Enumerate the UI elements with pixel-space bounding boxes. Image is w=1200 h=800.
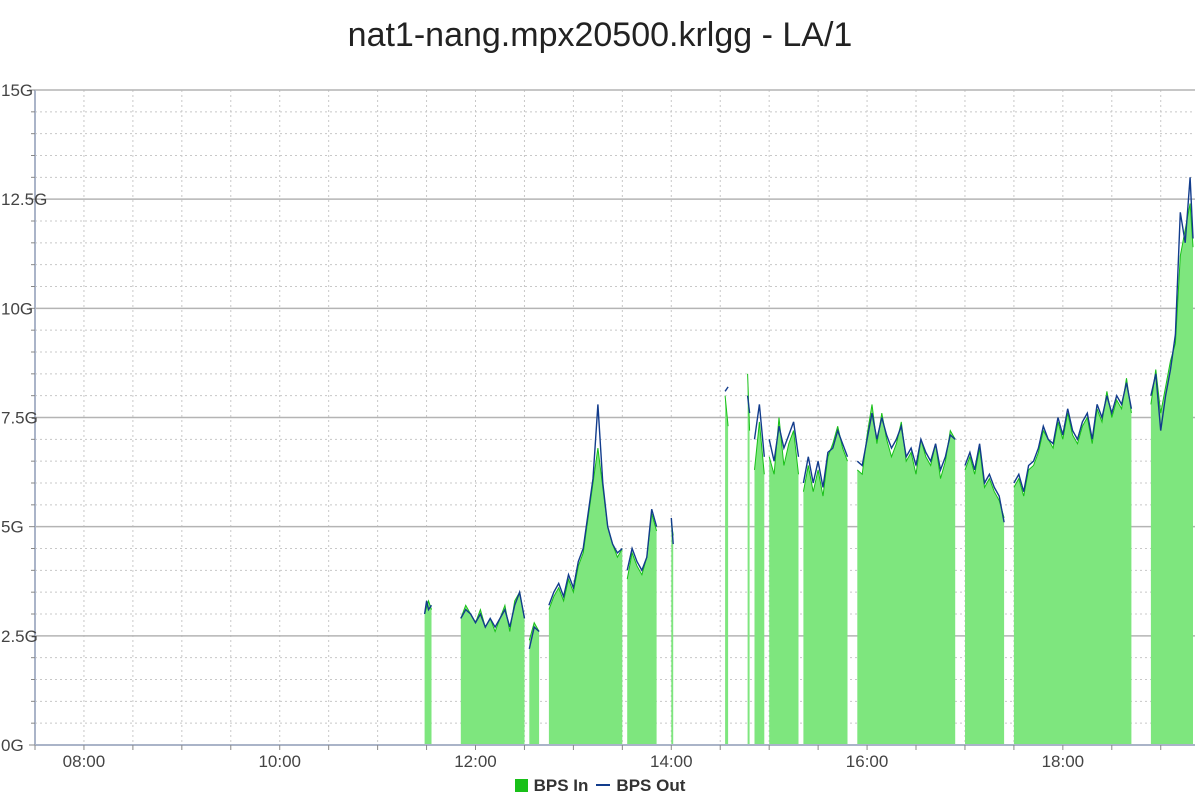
- x-tick-label: 14:00: [650, 752, 693, 771]
- series-bps-in-area: [965, 448, 1005, 745]
- series-bps-out-line: [1150, 177, 1194, 431]
- series-bps-in-area: [671, 522, 674, 745]
- series-bps-out-line: [528, 625, 540, 650]
- chart-legend: BPS In BPS Out: [0, 776, 1200, 796]
- series-bps-in-area: [754, 421, 765, 745]
- series-bps-in-area: [1013, 378, 1132, 745]
- series-bps-out-line: [670, 517, 674, 545]
- series-bps-in-edge: [1013, 378, 1132, 497]
- chart-title: nat1-nang.mpx20500.krlgg - LA/1: [347, 16, 853, 54]
- series-bps-in-area: [747, 373, 750, 745]
- series-bps-out-line: [626, 509, 658, 572]
- y-tick-label: 12.5G: [1, 190, 47, 209]
- y-tick-label: 15G: [1, 81, 33, 100]
- y-tick-label: 5G: [1, 518, 24, 537]
- series-bps-in-edge: [856, 404, 956, 479]
- legend-swatch-bps-out: [596, 784, 611, 786]
- legend-swatch-bps-in: [514, 779, 528, 792]
- x-tick-label: 16:00: [846, 752, 889, 771]
- series-bps-out-line: [964, 443, 1005, 523]
- y-tick-label: 10G: [1, 299, 33, 318]
- series-bps-out-line: [802, 428, 849, 488]
- series-bps-in-edge: [528, 621, 540, 641]
- legend-label-bps-in: BPS In: [533, 776, 589, 795]
- series-bps-out-line: [1013, 382, 1133, 492]
- series-bps-out-line: [856, 412, 956, 473]
- series-bps-in-edge: [768, 417, 799, 475]
- series-bps-in-area: [803, 426, 848, 745]
- x-tick-label: 12:00: [454, 752, 497, 771]
- series-bps-in-area: [548, 448, 623, 745]
- y-tick-label: 2.5G: [1, 627, 38, 646]
- series-bps-in-edge: [964, 448, 1005, 519]
- series-bps-in-area: [857, 404, 956, 745]
- legend-label-bps-out: BPS Out: [616, 776, 686, 795]
- series-bps-in-edge: [754, 421, 765, 475]
- series-bps-out-line: [423, 600, 433, 615]
- series-bps-in-area: [769, 417, 799, 745]
- x-tick-label: 18:00: [1042, 752, 1085, 771]
- series-bps-in-area: [725, 395, 729, 745]
- y-tick-label: 0G: [1, 736, 24, 755]
- series-bps-in-area: [627, 513, 657, 745]
- x-tick-label: 08:00: [63, 752, 106, 771]
- series-bps-out-line: [753, 404, 765, 457]
- series-bps-out-line: [548, 404, 623, 606]
- x-tick-label: 10:00: [258, 752, 301, 771]
- series-bps-out-line: [724, 386, 729, 392]
- series-bps-in-edge: [724, 395, 729, 427]
- series-bps-out-line: [768, 421, 800, 462]
- series-bps-in-area: [460, 592, 525, 745]
- series-bps-out-line: [746, 395, 751, 414]
- y-tick-label: 7.5G: [1, 409, 38, 428]
- series-bps-in-area: [529, 622, 540, 745]
- series-bps-in-area: [1150, 203, 1193, 745]
- series-bps-in-area: [424, 600, 432, 745]
- series-bps-out-line: [460, 589, 526, 629]
